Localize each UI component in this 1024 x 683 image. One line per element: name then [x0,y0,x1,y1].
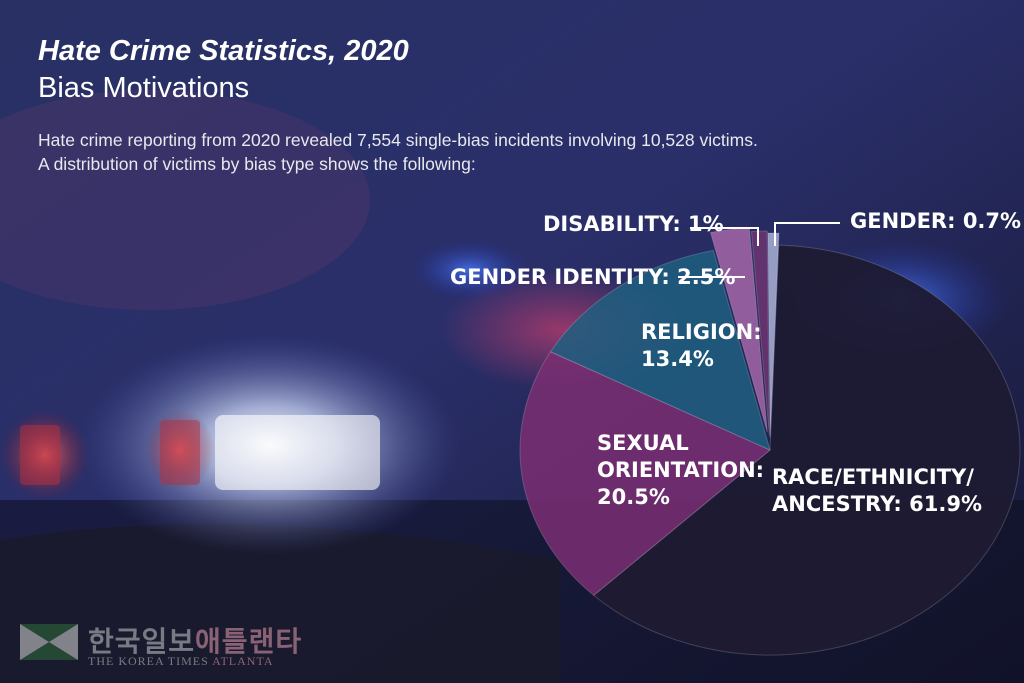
slice-label-sexual-orientation-0: SEXUAL [597,431,689,455]
slice-label-religion-1: 13.4% [641,347,714,371]
description-line-1: Hate crime reporting from 2020 revealed … [38,130,758,150]
pie-slice-race-ethnicity-ancestry [592,244,1021,656]
header: Hate Crime Statistics, 2020 Bias Motivat… [38,34,409,106]
pie-slice-disability [750,230,770,437]
logo-english-highlight: ATLANTA [212,654,274,668]
korea-times-logo: 한국일보애틀랜타 THE KOREA TIMES ATLANTA [20,622,340,670]
slice-label-disability-0: DISABILITY: 1% [543,212,724,236]
slice-label-gender-0: GENDER: 0.7% [850,209,1021,233]
pie-slice-sexual-orientation [519,351,771,597]
logo-korean: 한국일보 [88,625,196,658]
logo-korean-highlight: 애틀랜타 [195,625,303,658]
leader-line-gender [774,222,840,246]
description-line-2: A distribution of victims by bias type s… [38,154,476,174]
logo-mark-icon [20,624,78,660]
description: Hate crime reporting from 2020 revealed … [38,128,758,176]
page-subtitle: Bias Motivations [38,72,250,104]
pie-slice-gender [767,232,780,439]
page-title: Hate Crime Statistics, 2020 [38,35,409,67]
slice-label-race-ethnicity-ancestry-0: RACE/ETHNICITY/ [772,465,974,489]
logo-english: THE KOREA TIMES [88,654,209,668]
pie-slice-religion [549,249,771,451]
logo-korean-text: 한국일보애틀랜타 [88,620,302,660]
slice-label-race-ethnicity-ancestry-1: ANCESTRY: 61.9% [772,492,982,516]
leader-line-disability [690,227,759,246]
slice-label-sexual-orientation-1: ORIENTATION: [597,458,764,482]
slice-label-religion-0: RELIGION: [641,320,762,344]
slice-label-sexual-orientation-2: 20.5% [597,485,670,509]
logo-english-text: THE KOREA TIMES ATLANTA [88,654,274,669]
